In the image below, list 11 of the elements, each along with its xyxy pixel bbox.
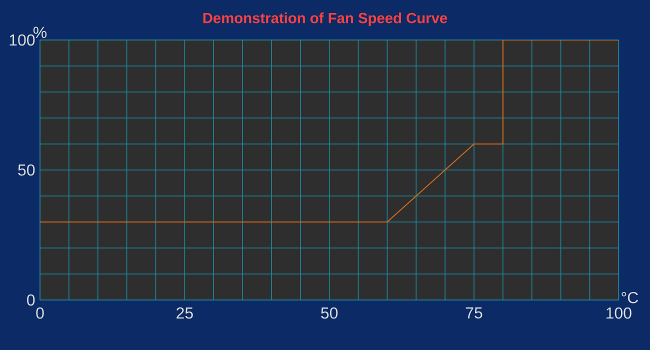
y-tick-label: 0	[27, 294, 35, 306]
y-tick-label: 50	[18, 164, 35, 176]
x-tick-label: 25	[176, 307, 193, 319]
chart-title: Demonstration of Fan Speed Curve	[203, 12, 448, 26]
x-tick-label: 0	[36, 307, 44, 319]
x-tick-label: 50	[321, 307, 338, 319]
x-tick-label: 100	[606, 307, 632, 319]
y-tick-label: 100	[10, 34, 35, 46]
y-axis-title: %	[33, 26, 47, 38]
x-tick-label: 75	[466, 307, 482, 319]
x-axis-title: °C	[622, 292, 638, 304]
